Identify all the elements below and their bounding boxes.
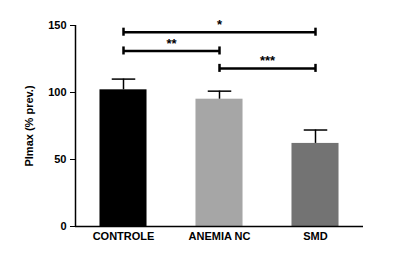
svg-text:0: 0 xyxy=(60,220,66,232)
svg-text:***: *** xyxy=(260,53,276,68)
svg-text:ANEMIA NC: ANEMIA NC xyxy=(189,230,251,242)
svg-text:PImax (% prev.): PImax (% prev.) xyxy=(23,85,35,166)
svg-text:50: 50 xyxy=(54,153,66,165)
svg-text:*: * xyxy=(217,17,223,32)
svg-text:SMD: SMD xyxy=(303,230,328,242)
svg-text:**: ** xyxy=(166,36,177,51)
svg-text:CONTROLE: CONTROLE xyxy=(93,230,155,242)
svg-text:150: 150 xyxy=(48,19,66,31)
svg-text:100: 100 xyxy=(48,86,66,98)
